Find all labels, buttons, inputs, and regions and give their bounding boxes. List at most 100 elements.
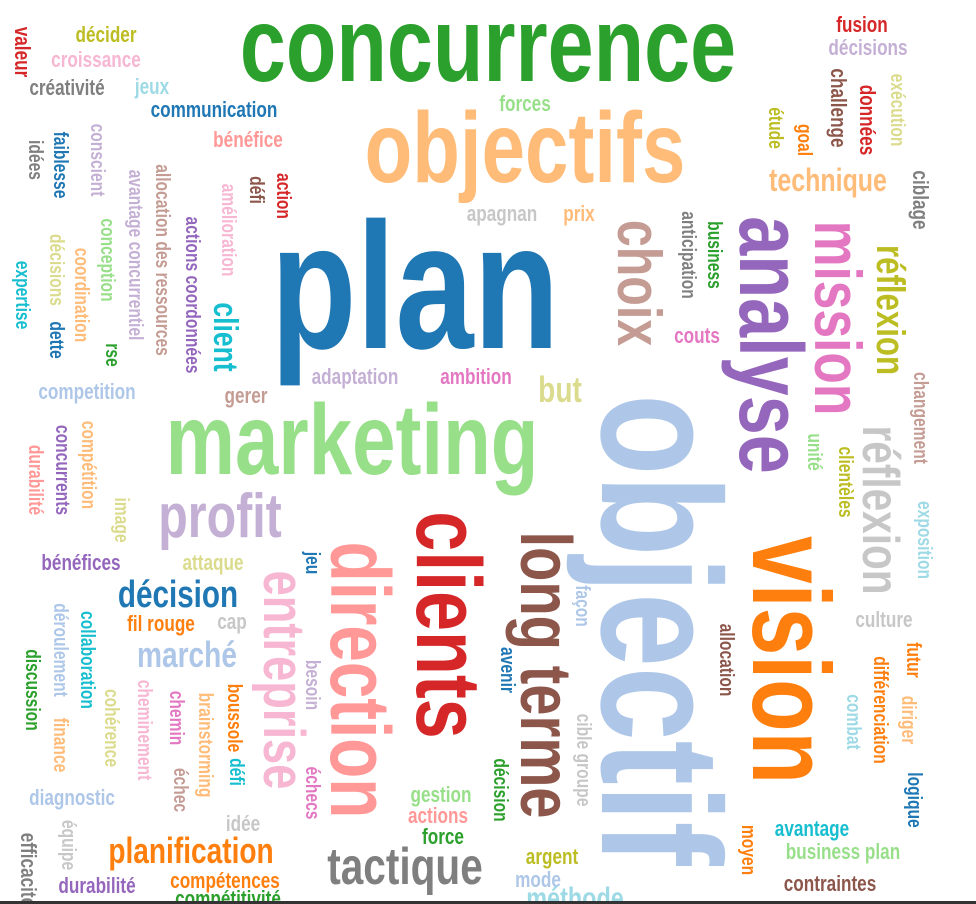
- cloud-word: couts: [674, 323, 720, 348]
- cloud-word: direction: [313, 541, 407, 819]
- cloud-word: changement: [909, 372, 931, 464]
- cloud-word: tactique: [327, 838, 483, 896]
- cloud-word: long terme: [505, 531, 585, 819]
- cloud-word: moyen: [737, 824, 759, 876]
- cloud-word: conscient: [86, 123, 108, 197]
- cloud-word: durabilité: [24, 444, 46, 516]
- cloud-word: ciblage: [908, 170, 933, 230]
- cloud-word: cohérence: [100, 688, 122, 768]
- cloud-word: allocation: [715, 623, 737, 697]
- cloud-word: cheminement: [133, 679, 155, 781]
- cloud-word: données: [855, 84, 880, 156]
- cloud-word: défi: [245, 176, 267, 204]
- cloud-word: diriger: [897, 695, 919, 745]
- cloud-word: efficacité: [16, 832, 41, 904]
- cloud-word: façon: [571, 585, 593, 627]
- cloud-word: communication: [150, 97, 278, 122]
- cloud-word: exécution: [886, 73, 908, 147]
- cloud-word: faiblesse: [49, 131, 71, 199]
- cloud-word: marketing: [165, 384, 539, 496]
- cloud-word: profit: [158, 482, 282, 551]
- cloud-word: actions coordonnées: [181, 216, 203, 374]
- cloud-word: idée: [225, 811, 261, 836]
- cloud-word: marché: [137, 634, 237, 675]
- cloud-word: allocation des ressources: [151, 164, 173, 356]
- cloud-word: contraintes: [783, 871, 877, 896]
- cloud-word: jeu: [301, 551, 323, 575]
- cloud-word: rse: [101, 343, 123, 367]
- cloud-word: valeur: [10, 26, 35, 78]
- cloud-word: clients: [397, 511, 499, 739]
- cloud-word: idées: [24, 140, 46, 180]
- cloud-word: apagnan: [466, 201, 538, 226]
- cloud-word: objectifs: [364, 92, 686, 204]
- cloud-word: collaboration: [76, 611, 98, 709]
- cloud-word: goal: [793, 123, 815, 157]
- cloud-word: gerer: [224, 383, 268, 408]
- cloud-word: attaque: [182, 550, 244, 575]
- cloud-word: brainstorming: [194, 692, 216, 798]
- cloud-word: coordination: [70, 247, 92, 343]
- cloud-word: bénéfices: [41, 550, 121, 575]
- cloud-word: boussole: [223, 683, 245, 753]
- cloud-word: logique: [903, 772, 925, 828]
- cloud-word: compétitivité: [175, 886, 281, 904]
- cloud-word: cible groupe: [572, 713, 594, 807]
- cloud-word: prix: [563, 201, 595, 226]
- cloud-word: image: [110, 497, 132, 543]
- cloud-word: mission: [801, 220, 875, 416]
- cloud-word: action: [272, 173, 294, 219]
- cloud-word: choix: [604, 219, 673, 347]
- cloud-word: décisions: [828, 35, 908, 60]
- cloud-word: compétition: [77, 420, 99, 510]
- cloud-word: concurrents: [51, 424, 73, 516]
- cloud-word: challenge: [826, 68, 851, 148]
- cloud-word: chemin: [165, 690, 187, 746]
- cloud-word: planification: [108, 830, 274, 871]
- cloud-word: client: [206, 302, 244, 372]
- cloud-word: besoin: [301, 659, 323, 711]
- cloud-word: conception: [96, 218, 118, 302]
- cloud-word: force: [422, 824, 464, 849]
- cloud-word: combat: [842, 694, 864, 750]
- cloud-word: plan: [270, 186, 560, 387]
- cloud-word: différenciation: [869, 656, 891, 764]
- cloud-word: compétences: [170, 868, 280, 893]
- cloud-word: créativité: [29, 75, 105, 100]
- cloud-word: dette: [45, 321, 67, 359]
- cloud-word: anticipation: [677, 211, 699, 299]
- cloud-word: technique: [769, 162, 887, 198]
- cloud-word: réflexion: [851, 425, 909, 595]
- cloud-word: échecs: [301, 766, 323, 820]
- cloud-word: cap: [217, 609, 247, 634]
- cloud-word: adaptation: [311, 364, 399, 389]
- cloud-word: défi: [225, 758, 247, 786]
- cloud-word: amélioration: [217, 183, 239, 277]
- cloud-word: vision: [729, 536, 852, 784]
- cloud-word: avantage: [774, 816, 850, 841]
- cloud-word: décisions: [45, 234, 67, 306]
- cloud-word: avenir: [496, 647, 518, 693]
- cloud-word: culture: [855, 607, 913, 632]
- cloud-word: déroulement: [49, 603, 71, 697]
- cloud-word: décision: [489, 758, 511, 822]
- cloud-word: diagnostic: [29, 785, 115, 810]
- cloud-word: fusion: [836, 12, 888, 37]
- cloud-word: forces: [499, 91, 551, 116]
- cloud-word: discussion: [21, 649, 43, 731]
- bottom-border: [0, 901, 976, 904]
- cloud-word: clientèles: [834, 446, 856, 518]
- cloud-word: finance: [49, 717, 71, 773]
- cloud-word: réflexion: [868, 244, 912, 376]
- cloud-word: décider: [75, 22, 137, 47]
- cloud-word: décision: [117, 574, 239, 616]
- cloud-word: mode: [515, 867, 561, 892]
- cloud-word: exposition: [913, 500, 935, 580]
- cloud-word: futur: [902, 642, 924, 678]
- cloud-word: équipe: [57, 819, 79, 871]
- cloud-word: actions: [407, 803, 469, 828]
- cloud-word: jeux: [134, 74, 170, 99]
- cloud-word: méthode: [526, 882, 624, 904]
- cloud-word: avantage concurrentiel: [124, 169, 146, 341]
